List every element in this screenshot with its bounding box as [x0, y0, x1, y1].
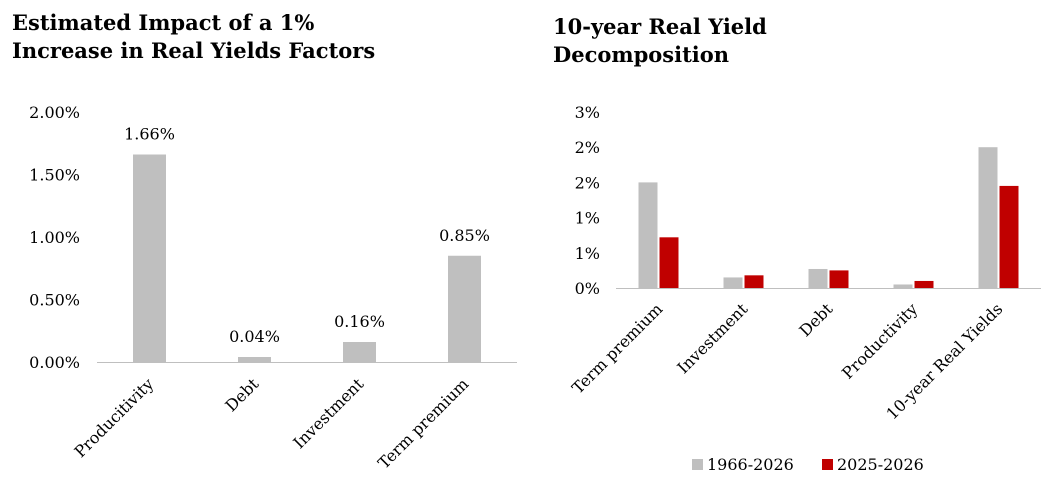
left-data-label: 0.04% [229, 327, 280, 346]
right-bar-1966-2026 [723, 277, 743, 288]
right-bar-2025-2026 [999, 185, 1019, 288]
right-bar-1966-2026 [978, 147, 998, 288]
right-category-label: Term premium [568, 299, 666, 397]
right-chart-title-line-2: Decomposition [553, 42, 730, 67]
left-chart-title-line-1: Estimated Impact of a 1% [12, 10, 315, 35]
right-y-tick-label: 3% [575, 103, 600, 122]
legend-label: 2025-2026 [837, 455, 924, 474]
right-chart-title: 10-year Real Yield Decomposition [553, 13, 767, 69]
left-bar [343, 342, 376, 362]
right-category-label: Investment [673, 299, 751, 377]
right-category-label: Debt [795, 299, 836, 340]
left-chart-title-line-2: Increase in Real Yields Factors [12, 38, 376, 63]
right-bar-2025-2026 [914, 280, 934, 288]
left-category-label: Investment [289, 374, 367, 452]
legend-swatch [692, 459, 703, 470]
legend-swatch [822, 459, 833, 470]
left-category-label: Producitivity [70, 374, 157, 461]
left-category-label: Term premium [374, 374, 472, 472]
right-bar-2025-2026 [659, 237, 679, 288]
legend-label: 1966-2026 [707, 455, 794, 474]
left-data-label: 1.66% [124, 125, 175, 144]
left-bar [238, 357, 271, 362]
right-bar-1966-2026 [808, 268, 828, 288]
left-y-tick-label: 0.00% [29, 353, 80, 372]
left-y-tick-label: 2.00% [29, 103, 80, 122]
left-data-label: 0.85% [439, 226, 490, 245]
right-bar-2025-2026 [744, 275, 764, 288]
left-y-tick-label: 0.50% [29, 291, 80, 310]
right-bar-1966-2026 [893, 284, 913, 288]
left-category-label: Debt [221, 374, 262, 415]
right-y-tick-label: 2% [575, 138, 600, 157]
right-y-tick-label: 2% [575, 173, 600, 192]
right-bar-2025-2026 [829, 270, 849, 288]
right-category-label: Productivity [838, 299, 921, 382]
right-y-tick-label: 1% [575, 209, 600, 228]
left-chart-title: Estimated Impact of a 1% Increase in Rea… [12, 9, 375, 65]
right-y-tick-label: 1% [575, 244, 600, 263]
left-y-tick-label: 1.50% [29, 166, 80, 185]
left-y-tick-label: 1.00% [29, 228, 80, 247]
right-bar-1966-2026 [638, 182, 658, 288]
left-bar [133, 154, 166, 362]
left-data-label: 0.16% [334, 312, 385, 331]
right-chart-title-line-1: 10-year Real Yield [553, 14, 767, 39]
left-bar [448, 255, 481, 362]
right-y-tick-label: 0% [575, 279, 600, 298]
